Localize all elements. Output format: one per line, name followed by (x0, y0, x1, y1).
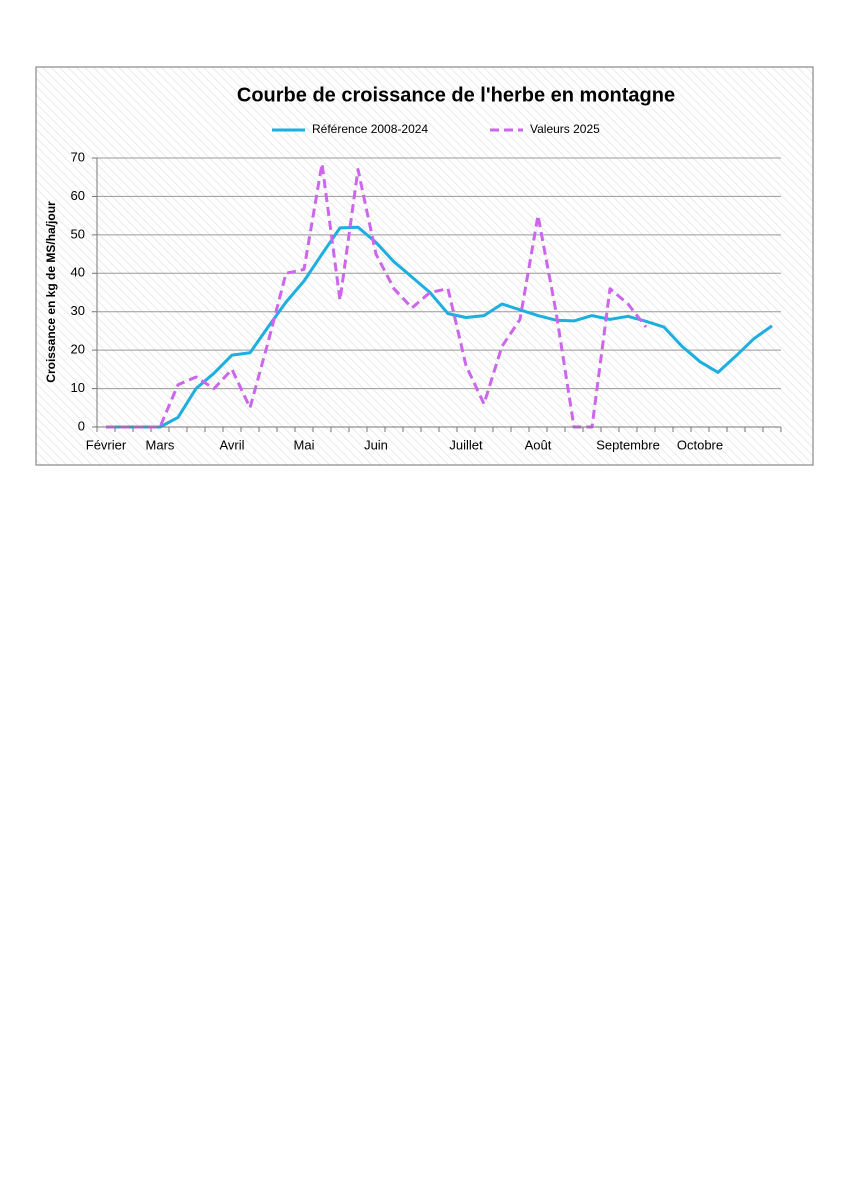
y-tick-label: 0 (78, 418, 85, 433)
y-axis-title: Croissance en kg de MS/ha/jour (44, 201, 58, 383)
x-tick-label: Mars (146, 437, 175, 452)
y-tick-label: 10 (71, 380, 85, 395)
x-tick-label: Avril (219, 437, 244, 452)
x-tick-label: Octobre (677, 437, 723, 452)
legend-label: Valeurs 2025 (530, 122, 600, 136)
y-tick-label: 20 (71, 342, 85, 357)
chart-frame (35, 66, 814, 466)
x-tick-label: Septembre (596, 437, 660, 452)
y-tick-label: 60 (71, 188, 85, 203)
series-line (106, 225, 773, 429)
series-line (106, 162, 648, 429)
x-tick-label: Février (86, 437, 127, 452)
y-tick-label: 70 (71, 149, 85, 164)
x-tick-label: Juin (364, 437, 388, 452)
legend-label: Référence 2008-2024 (312, 122, 428, 136)
x-tick-label: Juillet (449, 437, 483, 452)
x-tick-label: Mai (294, 437, 315, 452)
y-tick-label: 50 (71, 226, 85, 241)
y-tick-label: 30 (71, 303, 85, 318)
x-tick-label: Août (525, 437, 552, 452)
y-tick-label: 40 (71, 265, 85, 280)
chart-title: Courbe de croissance de l'herbe en monta… (237, 84, 675, 106)
